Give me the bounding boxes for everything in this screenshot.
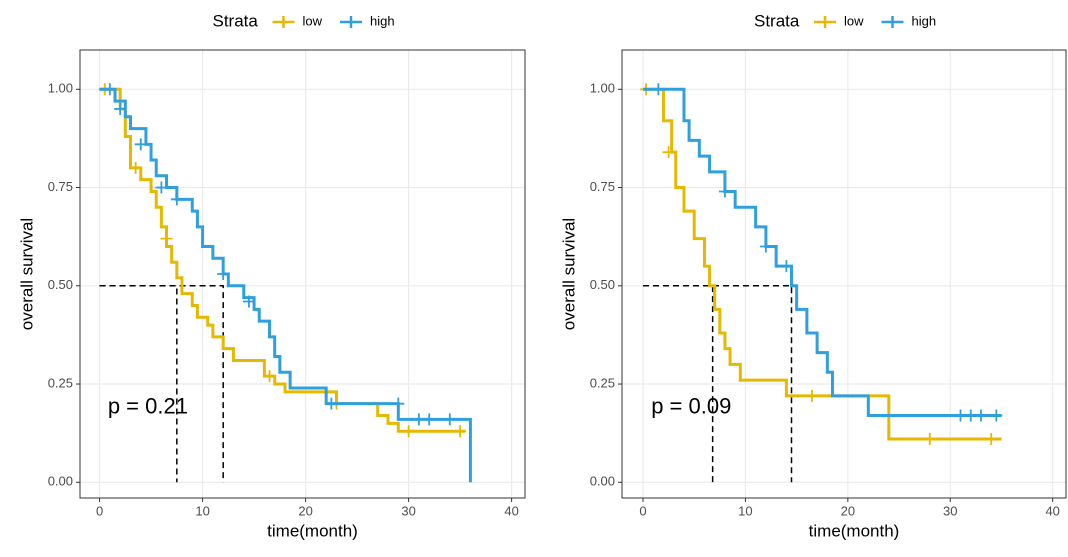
y-axis-label: overall survival	[17, 218, 36, 330]
censor-mark	[402, 425, 415, 438]
x-axis-label: time(month)	[809, 521, 900, 540]
censor-mark	[412, 413, 425, 426]
censor-mark	[160, 232, 173, 245]
censor-mark	[114, 102, 127, 115]
censor-mark	[974, 409, 987, 422]
censor-mark	[805, 389, 818, 402]
legend-key	[272, 16, 295, 28]
p-value: p = 0.09	[651, 393, 731, 418]
x-tick-label: 10	[195, 503, 209, 518]
survival-curve	[99, 87, 466, 433]
x-tick-label: 20	[298, 503, 312, 518]
legend-title: Strata	[213, 11, 259, 30]
x-tick-label: 40	[504, 503, 518, 518]
x-tick-label: 0	[96, 503, 103, 518]
y-tick-label: 0.50	[590, 277, 615, 292]
y-tick-label: 0.00	[48, 474, 73, 489]
y-tick-label: 0.75	[48, 179, 73, 194]
censor-mark	[263, 370, 276, 383]
legend-label: high	[370, 13, 395, 28]
y-tick-label: 1.00	[48, 81, 73, 96]
censor-mark	[759, 240, 772, 253]
censor-mark	[652, 83, 665, 96]
censor-mark	[103, 83, 116, 96]
censor-mark	[985, 433, 998, 446]
median-line	[99, 285, 224, 483]
x-tick-label: 0	[639, 503, 646, 518]
y-tick-label: 0.25	[48, 375, 73, 390]
plot-background	[622, 50, 1066, 498]
x-axis-label: time(month)	[267, 521, 358, 540]
x-tick-label: 30	[943, 503, 957, 518]
x-tick-label: 40	[1045, 503, 1059, 518]
legend-title: Strata	[754, 11, 800, 30]
legend-label: high	[912, 13, 937, 28]
p-value: p = 0.21	[108, 393, 188, 418]
censor-mark	[392, 397, 405, 410]
censor-mark	[423, 413, 436, 426]
y-tick-label: 0.00	[590, 474, 615, 489]
y-tick-label: 0.75	[590, 179, 615, 194]
censor-mark	[129, 161, 142, 174]
censor-mark	[217, 268, 230, 280]
plot-border	[621, 49, 1067, 499]
censor-mark	[454, 425, 467, 438]
censor-mark	[990, 409, 1003, 422]
censor-mark	[134, 138, 147, 151]
censor-mark	[780, 260, 793, 273]
legend-label: low	[303, 13, 323, 28]
y-axis-label: overall survival	[559, 218, 578, 330]
survival-curve	[642, 87, 1002, 441]
y-tick-label: 1.00	[590, 81, 615, 96]
x-tick-label: 30	[401, 503, 415, 518]
censor-mark	[443, 413, 456, 426]
y-tick-label: 0.50	[48, 277, 73, 292]
x-tick-label: 10	[738, 503, 752, 518]
plot-background	[80, 50, 525, 498]
y-tick-label: 0.25	[590, 375, 615, 390]
censor-mark	[954, 409, 967, 422]
plot-border	[79, 49, 526, 499]
censor-mark	[170, 193, 183, 206]
censor-mark	[964, 409, 977, 422]
censor-mark	[325, 397, 338, 410]
legend-key	[814, 16, 836, 28]
legend: Strata low high	[754, 11, 936, 30]
censor-mark	[718, 185, 731, 198]
censor-mark	[242, 295, 255, 308]
legend-label: low	[844, 13, 864, 28]
censor-mark	[923, 433, 936, 446]
legend-key	[340, 16, 363, 28]
legend-key	[881, 16, 904, 28]
censor-mark	[662, 146, 675, 159]
censor-mark	[155, 181, 168, 194]
x-tick-label: 20	[841, 503, 855, 518]
legend: Strata low high	[213, 11, 395, 30]
